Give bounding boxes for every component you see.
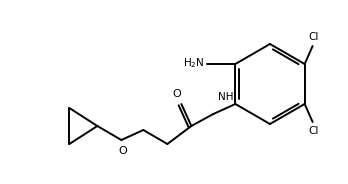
Text: H$_2$N: H$_2$N [183, 56, 204, 70]
Text: Cl: Cl [308, 32, 319, 42]
Text: O: O [118, 146, 127, 156]
Text: Cl: Cl [308, 126, 319, 136]
Text: O: O [172, 89, 181, 99]
Text: NH: NH [218, 92, 233, 102]
